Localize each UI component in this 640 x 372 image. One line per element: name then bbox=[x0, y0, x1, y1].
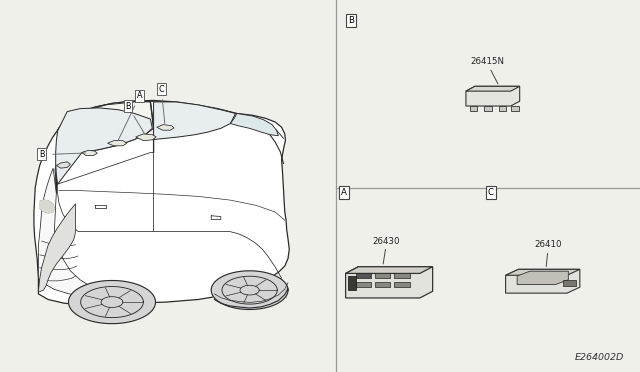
Polygon shape bbox=[348, 276, 356, 290]
Text: B: B bbox=[125, 102, 145, 134]
Text: B: B bbox=[348, 16, 354, 25]
Polygon shape bbox=[40, 200, 54, 213]
Text: 26415N: 26415N bbox=[470, 57, 505, 66]
Polygon shape bbox=[230, 113, 278, 136]
Polygon shape bbox=[56, 108, 152, 184]
Polygon shape bbox=[517, 271, 568, 285]
Polygon shape bbox=[356, 273, 371, 278]
Polygon shape bbox=[375, 282, 390, 287]
Polygon shape bbox=[394, 273, 410, 278]
Polygon shape bbox=[499, 106, 506, 111]
Polygon shape bbox=[394, 282, 410, 287]
Polygon shape bbox=[82, 150, 97, 155]
Text: E264002D: E264002D bbox=[575, 353, 624, 362]
Polygon shape bbox=[346, 267, 433, 273]
Polygon shape bbox=[154, 102, 236, 140]
Text: A: A bbox=[118, 92, 142, 140]
Polygon shape bbox=[466, 86, 520, 91]
Text: 26430: 26430 bbox=[372, 237, 399, 246]
Polygon shape bbox=[136, 134, 156, 141]
Polygon shape bbox=[511, 106, 519, 111]
Polygon shape bbox=[356, 282, 371, 287]
Polygon shape bbox=[346, 267, 433, 298]
Polygon shape bbox=[34, 100, 289, 306]
Polygon shape bbox=[55, 101, 154, 193]
Polygon shape bbox=[375, 273, 390, 278]
Text: B: B bbox=[39, 150, 44, 159]
Polygon shape bbox=[157, 125, 174, 130]
Text: C: C bbox=[488, 188, 494, 197]
Text: C: C bbox=[159, 85, 165, 124]
Polygon shape bbox=[38, 204, 76, 292]
Polygon shape bbox=[563, 280, 576, 286]
Polygon shape bbox=[484, 106, 492, 111]
Polygon shape bbox=[68, 280, 156, 324]
Polygon shape bbox=[108, 141, 127, 146]
Polygon shape bbox=[470, 106, 477, 111]
Text: 26410: 26410 bbox=[534, 240, 561, 249]
Polygon shape bbox=[506, 269, 580, 293]
Text: A: A bbox=[341, 188, 348, 197]
Polygon shape bbox=[56, 162, 70, 168]
Polygon shape bbox=[211, 271, 288, 310]
Polygon shape bbox=[38, 168, 154, 298]
Polygon shape bbox=[506, 269, 580, 275]
Polygon shape bbox=[466, 86, 520, 106]
